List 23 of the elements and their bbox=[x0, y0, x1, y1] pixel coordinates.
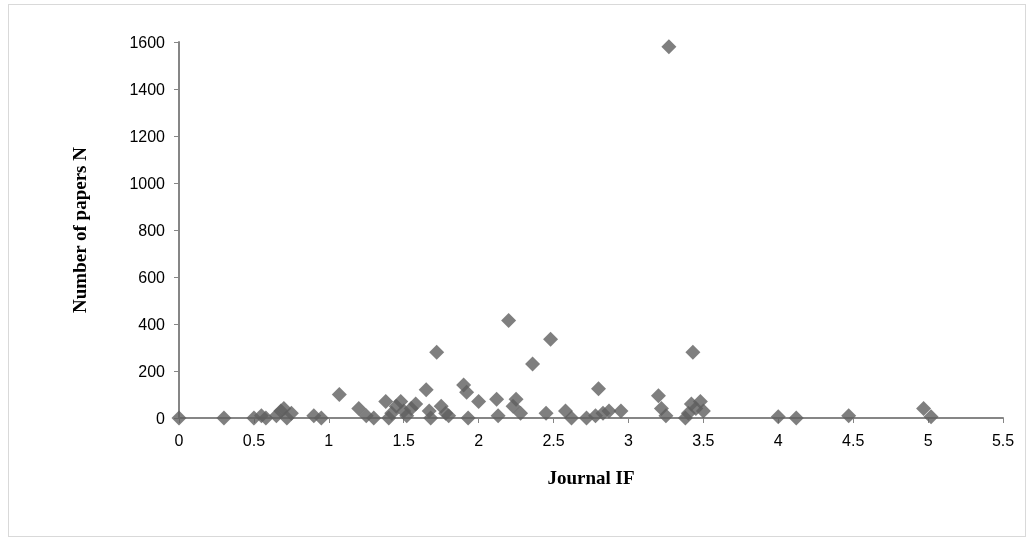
x-tick-label: 1 bbox=[324, 431, 334, 449]
x-tick-label: 2 bbox=[474, 431, 484, 449]
x-tick-label: 5 bbox=[923, 431, 933, 449]
y-tick-label: 400 bbox=[138, 315, 166, 333]
y-tick-label: 1200 bbox=[129, 127, 166, 145]
x-tick-label: 1.5 bbox=[392, 431, 415, 449]
x-tick-label: 3.5 bbox=[692, 431, 715, 449]
x-tick-label: 4.5 bbox=[842, 431, 865, 449]
y-tick-label: 800 bbox=[138, 221, 166, 239]
x-tick-label: 0 bbox=[174, 431, 184, 449]
y-axis-title: Number of papers N bbox=[69, 146, 90, 313]
x-tick-label: 0.5 bbox=[242, 431, 266, 449]
x-axis-title: Journal IF bbox=[547, 467, 635, 488]
x-tick-label: 4 bbox=[773, 431, 783, 449]
x-tick-label: 3 bbox=[624, 431, 633, 449]
x-tick-label: 2.5 bbox=[542, 431, 565, 449]
y-tick-label: 200 bbox=[138, 362, 166, 380]
y-tick-label: 0 bbox=[156, 409, 166, 427]
y-tick-label: 600 bbox=[138, 268, 166, 286]
x-tick-label: 5.5 bbox=[991, 431, 1015, 449]
y-tick-label: 1600 bbox=[129, 33, 166, 51]
y-tick-label: 1000 bbox=[129, 174, 166, 192]
y-tick-label: 1400 bbox=[129, 80, 166, 98]
